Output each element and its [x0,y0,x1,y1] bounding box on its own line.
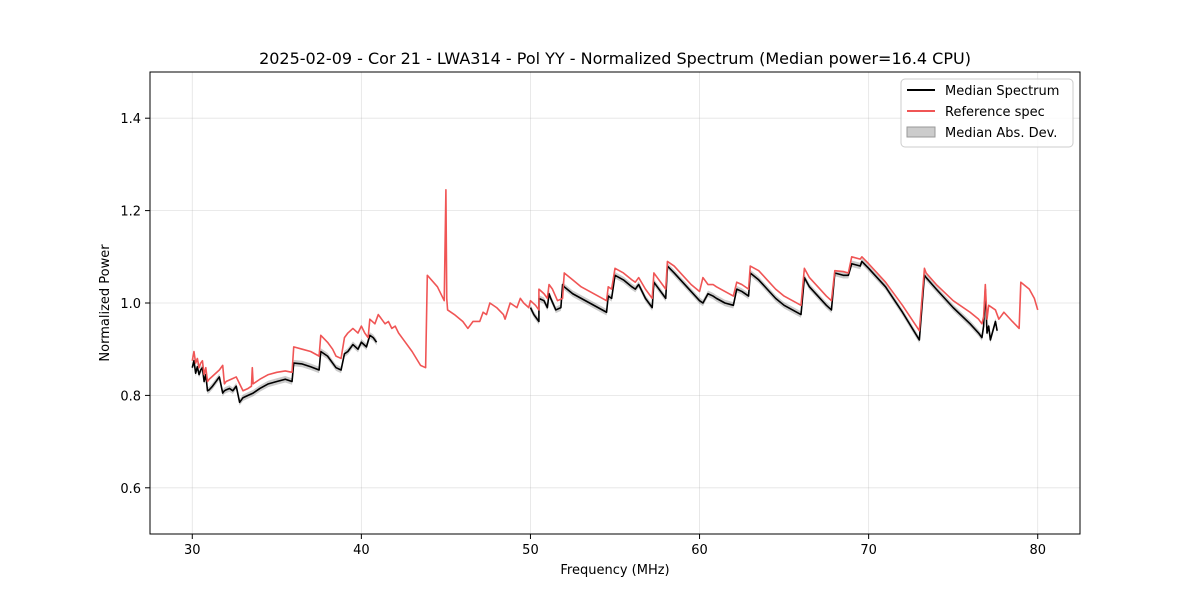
mad-band [530,258,998,344]
axis-ticks: 30 40 50 60 70 80 0.6 0.8 1.0 1.2 1.4 [120,112,1046,558]
legend: Median Spectrum Reference spec Median Ab… [900,78,1074,148]
x-tick-label: 60 [691,543,708,558]
x-axis-label: Frequency (MHz) [560,563,669,578]
series-layer [191,189,1039,404]
legend-label-reference-spec: Reference spec [945,105,1045,120]
x-tick-label: 70 [860,543,877,558]
y-tick-label: 0.8 [120,389,141,404]
x-tick-label: 40 [353,543,370,558]
y-tick-label: 1.4 [120,112,141,127]
y-axis-label: Normalized Power [98,244,113,362]
chart-title: 2025-02-09 - Cor 21 - LWA314 - Pol YY - … [259,49,971,68]
legend-swatch-mad-band [906,126,936,138]
series-line-median-spectrum [191,334,378,404]
legend-label-mad-band: Median Abs. Dev. [945,126,1057,141]
x-tick-label: 80 [1029,543,1046,558]
y-tick-label: 1.2 [120,205,141,220]
y-tick-label: 1.0 [120,297,141,312]
x-tick-label: 50 [522,543,539,558]
legend-box [900,78,1074,148]
legend-label-median-spectrum: Median Spectrum [945,84,1059,99]
y-tick-label: 0.6 [120,482,141,497]
series-line-reference-spec [191,189,1039,392]
x-tick-label: 30 [184,543,201,558]
